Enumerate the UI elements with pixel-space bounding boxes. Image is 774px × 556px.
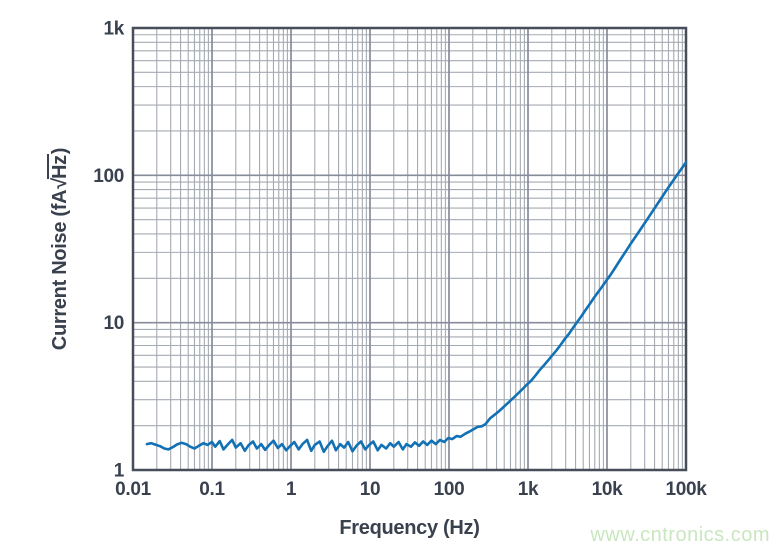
- x-tick-label: 100: [434, 479, 465, 500]
- y-axis-title: Current Noise (fA√Hz): [47, 28, 75, 470]
- data-curve-current-noise: [145, 161, 688, 454]
- x-tick-label: 10: [360, 479, 381, 500]
- y-axis-title-prefix: Current Noise (fA: [49, 189, 71, 351]
- x-tick-label: 10k: [592, 479, 624, 500]
- y-tick-label: 100: [93, 166, 124, 187]
- y-tick-label: 1k: [103, 19, 124, 40]
- y-tick-label: 1: [114, 461, 125, 482]
- plot-frame: [131, 26, 688, 472]
- x-tick-label: 1: [286, 479, 297, 500]
- x-tick-label: 1k: [518, 479, 539, 500]
- y-axis-title-radicand: Hz: [47, 154, 71, 180]
- y-axis-title-suffix: ): [49, 147, 71, 155]
- sqrt-icon: √: [49, 178, 71, 189]
- x-tick-label: 0.1: [199, 479, 225, 500]
- x-tick-label: 0.01: [115, 479, 152, 500]
- x-axis-title: Frequency (Hz): [339, 517, 480, 539]
- watermark-link[interactable]: www.cntronics.com: [590, 524, 770, 546]
- y-tick-label: 10: [103, 313, 124, 334]
- x-tick-label: 100k: [665, 479, 707, 500]
